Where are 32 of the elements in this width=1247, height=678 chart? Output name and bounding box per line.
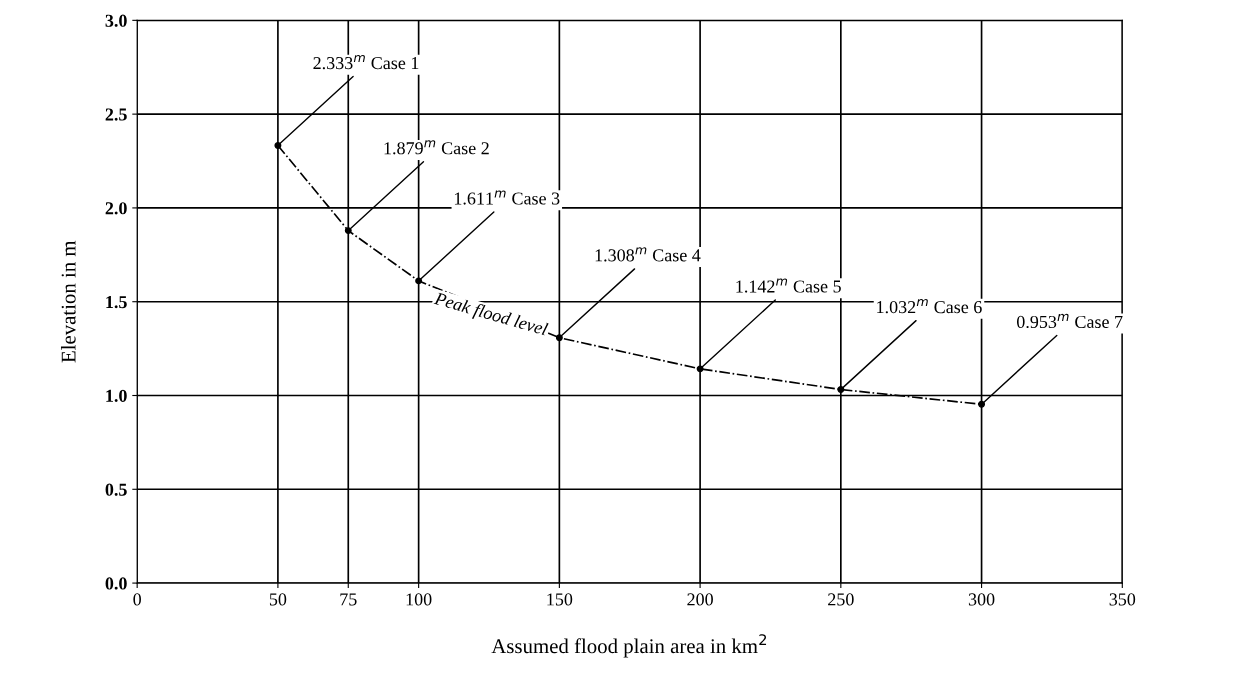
x-axis-title: Assumed flood plain area in km$^{2}$: [491, 634, 767, 658]
y-tick-label: 2.0: [105, 202, 127, 215]
point: [837, 386, 845, 393]
annotation: 1.611$^{m}$ Case 3: [454, 190, 560, 205]
x-tick-label: 300: [968, 593, 995, 606]
x-tick-label: 50: [269, 593, 287, 606]
annotation: 1.142$^{m}$ Case 5: [736, 278, 841, 293]
annotation: 1.879$^{m}$ Case 2: [384, 140, 489, 155]
annotation: Peak flood level: [432, 291, 549, 340]
x-tick-label: 250: [828, 593, 854, 606]
y-tick-label: 3.0: [105, 14, 127, 27]
x-tick-label: 75: [340, 593, 357, 606]
point: [978, 400, 986, 408]
y-tick-label: 2.5: [105, 108, 127, 121]
x-tick-label: 100: [406, 593, 432, 606]
y-tick-label: 0.0: [105, 577, 127, 590]
point: [274, 141, 282, 149]
point: [415, 277, 423, 285]
y-tick-label: 0.5: [105, 483, 127, 496]
y-tick-label: 1.0: [106, 389, 127, 403]
x-tick-label: 200: [687, 593, 713, 606]
x-tick-label: 350: [1109, 593, 1136, 606]
annotation: 1.032$^{m}$ Case 6: [877, 299, 982, 314]
point: [555, 334, 563, 342]
annotation: 1.308$^{m}$ Case 4: [595, 247, 701, 262]
annotation: 2.333$^{m}$ Case 1: [313, 54, 419, 70]
y-tick-label: 1.5: [106, 296, 127, 309]
x-tick-label: 150: [547, 593, 573, 606]
annotation: 0.953$^{m}$ Case 7: [1016, 313, 1123, 329]
y-axis-title: Elevation in m: [60, 240, 76, 363]
point: [344, 227, 352, 235]
x-tick-label: 0: [133, 593, 141, 606]
